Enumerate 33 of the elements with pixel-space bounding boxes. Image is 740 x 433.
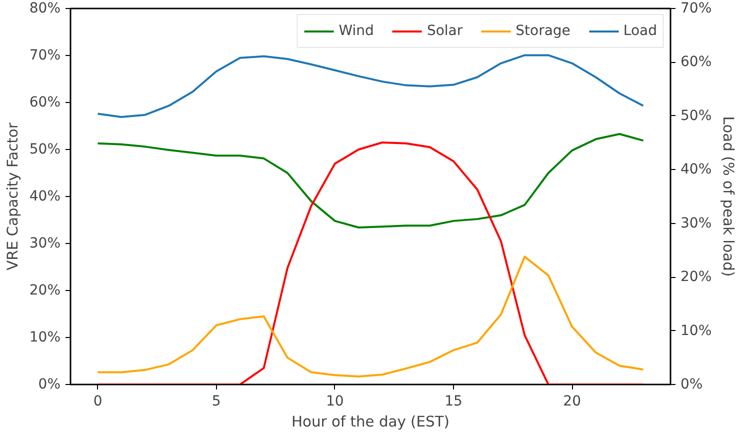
y-tick-label: 0%	[38, 376, 61, 392]
y-tick-label: 30%	[29, 236, 61, 252]
y2-tick-label: 10%	[680, 322, 712, 339]
y-tick-label: 10%	[29, 330, 61, 346]
x-tick-label: 5	[212, 394, 221, 410]
y2-tick-label: 40%	[680, 162, 712, 178]
x-tick-label: 0	[93, 394, 102, 410]
y2-tick-label: 50%	[680, 108, 712, 124]
legend-label: Storage	[516, 23, 570, 39]
legend-label: Solar	[426, 23, 463, 39]
y-axis-title: VRE Capacity Factor	[4, 122, 22, 270]
x-tick-label: 10	[326, 394, 344, 410]
x-tick-label: 15	[444, 394, 462, 410]
line-series	[96, 256, 644, 378]
y-tick-label: 70%	[29, 48, 61, 64]
x-tick-label: 20	[563, 394, 581, 410]
y-tick-label: 40%	[29, 188, 61, 204]
x-axis-title: Hour of the day (EST)	[291, 414, 450, 430]
y-tick-label: 50%	[29, 142, 61, 158]
y2-tick-label: 30%	[680, 215, 712, 232]
y2-tick-label: 70%	[680, 0, 712, 16]
line-series	[96, 54, 644, 118]
y2-tick-label: 20%	[680, 269, 712, 286]
y2-tick-label: 60%	[680, 54, 712, 70]
y-tick-label: 20%	[29, 282, 61, 298]
legend-label: Load	[623, 23, 657, 39]
y-tick-label: 60%	[29, 94, 61, 110]
line-series	[96, 141, 644, 384]
y2-axis-title: Load (% of peak load)	[720, 116, 737, 277]
line-series	[96, 132, 644, 229]
y2-tick-label: 0%	[680, 376, 703, 392]
legend-label: Wind	[338, 23, 374, 39]
y-tick-label: 80%	[29, 0, 61, 16]
